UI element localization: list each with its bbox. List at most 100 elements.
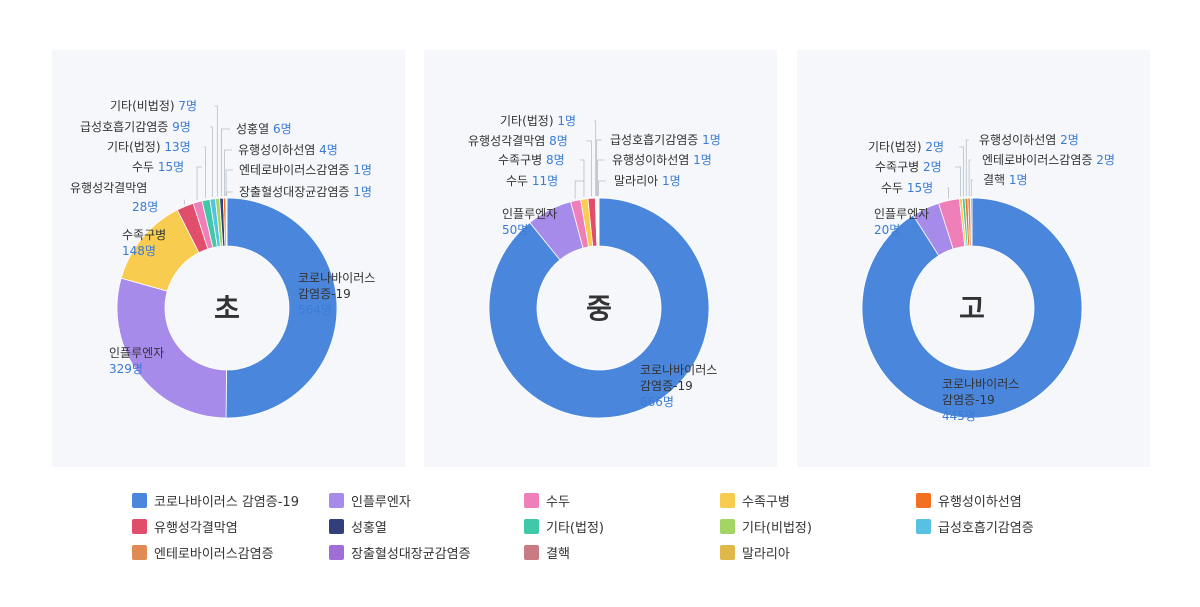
legend-swatch: [916, 519, 931, 534]
legend-item-장출혈성대장균감염증[interactable]: 장출혈성대장균감염증: [329, 543, 471, 562]
leader-line-성홍열: [220, 128, 230, 197]
slice-value-유행성각결막염: 28명: [132, 200, 158, 214]
legend-item-급성호흡기감염증[interactable]: 급성호흡기감염증: [916, 517, 1034, 536]
slice-label-기타-법정-: 기타(법정) 2명: [868, 140, 944, 154]
leader-lines: [574, 120, 606, 199]
legend-swatch: [132, 519, 147, 534]
legend-item-기타-법정-[interactable]: 기타(법정): [524, 517, 604, 536]
slice-label-결핵: 결핵 1명: [983, 173, 1028, 187]
legend-swatch: [524, 493, 539, 508]
legend-item-기타-비법정-[interactable]: 기타(비법정): [720, 517, 812, 536]
slices: [488, 197, 710, 419]
leader-line-말라리아: [598, 180, 606, 197]
legend-label: 엔테로바이러스감염증: [154, 547, 274, 562]
slice-label-인플루엔자: 인플루엔자: [874, 207, 929, 221]
leader-lines: [183, 105, 233, 205]
slice-value-코로나바이러스-감염증-19: 564명: [298, 303, 332, 317]
legend-swatch: [132, 493, 147, 508]
leader-line-기타-법정-: [594, 120, 597, 197]
legend-item-수두[interactable]: 수두: [524, 491, 570, 510]
slice-label-인플루엔자: 인플루엔자: [502, 207, 557, 221]
chart-panel-elementary: 코로나바이러스 감염증-19 564명 인플루엔자 329명 수족구병 148명 유행성각결막…: [52, 50, 405, 467]
legend-item-엔테로바이러스감염증[interactable]: 엔테로바이러스감염증: [132, 543, 274, 562]
slices: [116, 197, 338, 419]
legend-swatch: [720, 545, 735, 560]
slice-label-코로나바이러스-감염증-19: 코로나바이러스 감염증-19: [942, 377, 1019, 407]
leader-line-수두: [574, 180, 584, 199]
chart-panel-high: 코로나바이러스 감염증-19 445명 인플루엔자 20명 수두 15명 수족구병 2명 기타…: [797, 50, 1150, 467]
slice-label-엔테로바이러스감염증: 엔테로바이러스감염증 2명: [982, 153, 1115, 167]
slice-인플루엔자[interactable]: [116, 277, 227, 419]
leader-line-유행성각결막염: [586, 140, 592, 197]
leader-lines: [947, 139, 973, 199]
slice-label-성홍열: 성홍열 6명: [236, 122, 292, 136]
slice-label-기타-법정-: 기타(법정) 1명: [500, 114, 576, 128]
slice-value-인플루엔자: 50명: [502, 223, 528, 237]
legend-item-인플루엔자[interactable]: 인플루엔자: [329, 491, 411, 510]
slice-label-장출혈성대장균감염증: 장출혈성대장균감염증 1명: [239, 185, 372, 199]
legend-label: 유행성각결막염: [154, 521, 238, 536]
legend-item-유행성이하선염[interactable]: 유행성이하선염: [916, 491, 1022, 510]
leader-line-엔테로바이러스감염증: [968, 159, 971, 197]
slice-label-수족구병: 수족구병 2명: [875, 160, 942, 174]
leader-line-유행성이하선염: [597, 159, 604, 197]
leader-line-유행성이하선염: [965, 139, 969, 197]
slice-label-기타-법정-: 기타(법정) 13명: [107, 140, 191, 154]
slice-label-코로나바이러스-감염증-19: 코로나바이러스 감염증-19: [298, 271, 375, 301]
slice-value-수족구병: 148명: [122, 244, 156, 258]
leader-line-기타-법정-: [959, 146, 964, 197]
legend-swatch: [329, 545, 344, 560]
legend-item-유행성각결막염[interactable]: 유행성각결막염: [132, 517, 238, 536]
slices: [861, 197, 1083, 419]
legend-item-수족구병[interactable]: 수족구병: [720, 491, 790, 510]
slice-코로나바이러스-감염증-19[interactable]: [225, 197, 338, 419]
legend-item-말라리아[interactable]: 말라리아: [720, 543, 790, 562]
slice-코로나바이러스-감염증-19[interactable]: [488, 197, 710, 419]
slice-label-급성호흡기감염증: 급성호흡기감염증 9명: [80, 120, 191, 134]
slice-value-코로나바이러스-감염증-19: 445명: [942, 409, 976, 423]
slice-value-인플루엔자: 20명: [874, 223, 900, 237]
slice-label-유행성이하선염: 유행성이하선염 2명: [979, 132, 1079, 147]
slice-label-수두: 수두 15명: [881, 181, 933, 195]
leader-line-수족구병: [580, 159, 585, 198]
legend-swatch: [916, 493, 931, 508]
legend-item-코로나바이러스-감염증-19[interactable]: 코로나바이러스 감염증-19: [132, 491, 299, 510]
legend-swatch: [329, 519, 344, 534]
slice-말라리아[interactable]: [597, 197, 600, 247]
legend-label: 장출혈성대장균감염증: [351, 547, 471, 562]
leader-line-장출혈성대장균감염증: [226, 191, 233, 197]
slice-label-수족구병: 수족구병 8명: [498, 153, 565, 167]
slice-labels: 코로나바이러스 감염증-19 666명 인플루엔자 50명 수두 11명 수족구병 8명 유행…: [468, 114, 721, 409]
legend-label: 말라리아: [742, 547, 790, 562]
leader-line-급성호흡기감염증: [596, 139, 602, 197]
leader-line-수두: [947, 187, 949, 199]
legend-label: 기타(비법정): [742, 521, 812, 536]
legend-swatch: [720, 493, 735, 508]
slice-label-유행성이하선염: 유행성이하선염 4명: [238, 142, 338, 157]
legend-swatch: [132, 545, 147, 560]
leader-line-엔테로바이러스감염증: [225, 169, 233, 197]
slice-label-급성호흡기감염증: 급성호흡기감염증 1명: [610, 133, 721, 147]
legend-label: 코로나바이러스 감염증-19: [154, 495, 299, 510]
leader-line-수족구병: [955, 166, 961, 197]
legend-label: 수족구병: [742, 495, 790, 510]
slice-label-말라리아: 말라리아 1명: [614, 174, 681, 188]
slice-label-수족구병: 수족구병: [122, 228, 166, 242]
legend-item-성홍열[interactable]: 성홍열: [329, 517, 387, 536]
slice-코로나바이러스-감염증-19[interactable]: [861, 197, 1083, 419]
legend-label: 인플루엔자: [351, 495, 411, 510]
leader-line-수두: [196, 166, 202, 201]
slice-장출혈성대장균감염증[interactable]: [225, 197, 228, 247]
legend-swatch: [720, 519, 735, 534]
legend-label: 급성호흡기감염증: [938, 521, 1034, 536]
slice-결핵[interactable]: [970, 197, 973, 247]
slice-label-코로나바이러스-감염증-19: 코로나바이러스 감염증-19: [640, 363, 717, 393]
legend-item-결핵[interactable]: 결핵: [524, 543, 570, 562]
slice-label-유행성각결막염: 유행성각결막염 8명: [468, 133, 568, 148]
slice-label-유행성각결막염: 유행성각결막염: [70, 180, 147, 195]
legend-swatch: [329, 493, 344, 508]
legend-label: 수두: [546, 495, 570, 510]
center-label: 중: [586, 292, 612, 325]
